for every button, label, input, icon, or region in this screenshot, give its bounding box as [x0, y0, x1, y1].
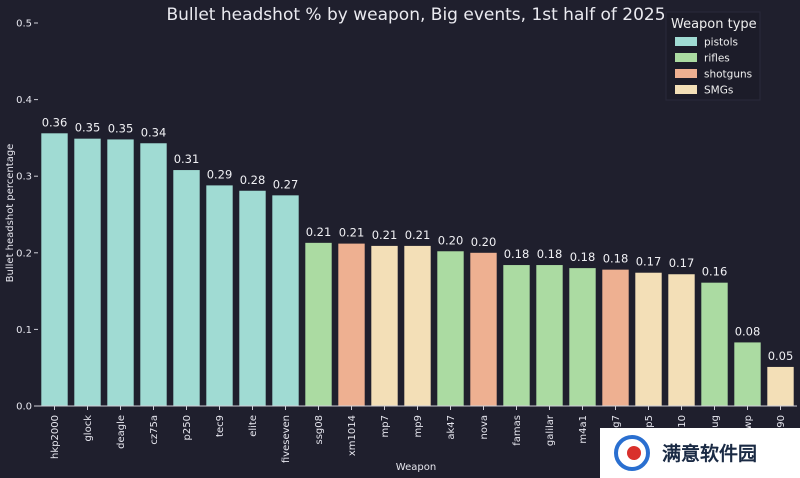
- bar: [206, 185, 233, 406]
- bar-value-label: 0.20: [438, 233, 464, 247]
- legend-label: SMGs: [704, 85, 733, 97]
- bar-value-label: 0.18: [504, 247, 530, 261]
- bar-value-label: 0.21: [405, 228, 431, 242]
- bar: [404, 245, 431, 406]
- chart-title: Bullet headshot % by weapon, Big events,…: [166, 5, 665, 25]
- legend-swatch: [675, 69, 697, 78]
- y-tick-label: 0.5: [16, 19, 32, 30]
- y-axis-label: Bullet headshot percentage: [5, 144, 16, 283]
- bar-value-label: 0.21: [306, 225, 332, 239]
- x-tick-label: galilar: [545, 414, 556, 446]
- x-tick-label: glock: [83, 415, 94, 442]
- x-tick-label: awp: [743, 415, 754, 436]
- bar-value-label: 0.27: [273, 177, 299, 191]
- x-axis-label: Weapon: [396, 462, 436, 473]
- bar: [602, 269, 629, 406]
- bar-value-label: 0.21: [372, 228, 398, 242]
- bar-value-label: 0.20: [471, 235, 497, 249]
- y-tick-label: 0.0: [16, 402, 32, 413]
- y-tick-label: 0.4: [16, 95, 32, 106]
- x-tick-label: hkp2000: [50, 415, 61, 459]
- bar-value-label: 0.35: [75, 121, 101, 135]
- legend: Weapon type pistols rifles shotguns SMGs: [665, 11, 761, 101]
- bar-value-label: 0.21: [339, 226, 365, 240]
- bar: [41, 133, 68, 406]
- legend-label: pistols: [704, 37, 738, 49]
- y-tick-label: 0.3: [16, 172, 32, 183]
- legend-swatch: [675, 37, 697, 46]
- x-tick-label: cz75a: [149, 415, 160, 445]
- bar-value-label: 0.17: [669, 256, 695, 270]
- watermark: 满意软件园: [600, 428, 800, 478]
- bar: [767, 366, 794, 406]
- bar: [272, 195, 299, 406]
- bar-value-label: 0.18: [537, 247, 563, 261]
- bar: [734, 342, 761, 406]
- bar: [668, 274, 695, 406]
- x-tick-label: mp7: [380, 415, 391, 437]
- legend-items: pistols rifles shotguns SMGs: [675, 37, 752, 97]
- legend-swatch: [675, 53, 697, 62]
- x-tick-label: xm1014: [347, 415, 358, 456]
- bar-value-label: 0.35: [108, 121, 134, 135]
- x-tick-label: m4a1: [578, 415, 589, 444]
- y-tick-label: 0.2: [16, 248, 32, 259]
- x-tick-label: famas: [512, 415, 523, 446]
- x-tick-label: deagle: [116, 415, 127, 449]
- bar: [140, 143, 167, 406]
- bar-value-label: 0.28: [240, 173, 266, 187]
- bar-value-label: 0.18: [603, 252, 629, 266]
- legend-swatch: [675, 85, 697, 94]
- watermark-logo-icon: [614, 435, 650, 471]
- bar: [503, 265, 530, 406]
- bar: [569, 268, 596, 406]
- bar-value-label: 0.05: [768, 349, 794, 363]
- bar: [107, 139, 134, 406]
- watermark-text: 满意软件园: [662, 442, 757, 465]
- legend-label: rifles: [704, 53, 730, 65]
- bar-value-label: 0.18: [570, 250, 596, 264]
- y-axis: 0.0 0.1 0.2 0.3 0.4 0.5: [16, 19, 38, 413]
- bar-value-label: 0.36: [42, 115, 68, 129]
- bar: [173, 170, 200, 406]
- bar: [470, 252, 497, 406]
- bar-value-label: 0.34: [141, 125, 167, 139]
- bar-value-label: 0.31: [174, 152, 200, 166]
- bar: [338, 243, 365, 406]
- legend-title: Weapon type: [671, 17, 757, 32]
- bar: [74, 138, 101, 406]
- x-tick-label: ssg08: [314, 415, 325, 445]
- x-tick-label: elite: [248, 415, 259, 437]
- x-tick-label: mp5: [644, 415, 655, 437]
- bar: [371, 245, 398, 406]
- watermark-logo-dot-icon: [627, 446, 641, 460]
- bar: [239, 190, 266, 406]
- x-tick-label: aug: [710, 415, 721, 434]
- legend-label: shotguns: [704, 69, 752, 81]
- x-tick-label: tec9: [215, 415, 226, 437]
- y-tick-label: 0.1: [16, 325, 32, 336]
- bar: [305, 242, 332, 406]
- bar: [536, 265, 563, 406]
- x-tick-label: nova: [479, 415, 490, 440]
- x-tick-label: p90: [776, 415, 787, 434]
- x-tick-label: mp9: [413, 415, 424, 437]
- bar: [701, 282, 728, 406]
- bar: [635, 272, 662, 406]
- bar-value-label: 0.08: [735, 324, 761, 338]
- bar-value-label: 0.16: [702, 265, 728, 279]
- x-tick-label: ak47: [446, 415, 457, 440]
- bar-value-label: 0.29: [207, 167, 233, 181]
- x-tick-label: fiveseven: [281, 415, 292, 463]
- bar-value-label: 0.17: [636, 255, 662, 269]
- x-tick-label: p250: [182, 415, 193, 440]
- bar: [437, 251, 464, 406]
- bars-group: 0.36 0.35 0.35 0.34 0.31 0.29 0.28 0.27 0.21 0.21…: [41, 115, 794, 406]
